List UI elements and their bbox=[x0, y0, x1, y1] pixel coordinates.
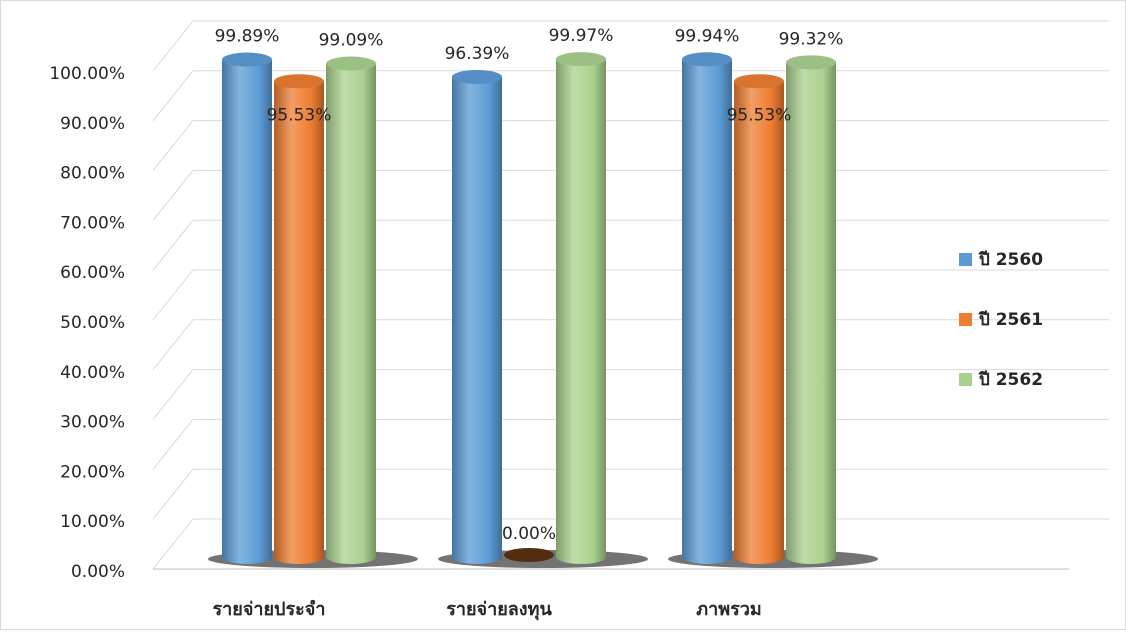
gridline-diagonal bbox=[152, 219, 194, 271]
bar-top-1-1 bbox=[222, 52, 272, 67]
bar-top-2-3 bbox=[734, 74, 784, 89]
legend-swatch bbox=[959, 373, 972, 386]
gridline-diagonal bbox=[152, 419, 194, 470]
gridline-diagonal bbox=[152, 518, 194, 570]
legend-label: ปี 2562 bbox=[978, 369, 1043, 390]
data-label: 95.53% bbox=[727, 105, 792, 125]
bars-layer bbox=[208, 52, 878, 568]
bar-2-2 bbox=[504, 548, 554, 562]
bar-1-1 bbox=[222, 59, 272, 565]
bar-top-2-1 bbox=[274, 74, 324, 89]
gridline-diagonal bbox=[152, 70, 194, 122]
y-tick-label: 100.00% bbox=[49, 64, 125, 84]
bar-2-3 bbox=[734, 81, 784, 565]
y-tick-label: 50.00% bbox=[60, 313, 125, 333]
data-label: 96.39% bbox=[445, 44, 510, 64]
labels-layer: 0.00% 10.00% 20.00% 30.00% 40.00% 50.00% 60.00… bbox=[49, 26, 843, 621]
bar-top-1-2 bbox=[452, 69, 502, 84]
bar-1-3 bbox=[682, 59, 732, 565]
data-label: 99.89% bbox=[215, 27, 280, 47]
bar-3-1 bbox=[326, 63, 376, 564]
y-tick-label: 40.00% bbox=[60, 363, 125, 383]
x-tick-label: ภาพรวม bbox=[696, 599, 761, 620]
legend-label: ปี 2560 bbox=[978, 249, 1043, 270]
legend-label: ปี 2561 bbox=[978, 309, 1043, 330]
gridline-diagonal bbox=[152, 468, 194, 520]
data-label: 0.00% bbox=[502, 524, 556, 544]
data-label: 99.32% bbox=[779, 29, 844, 49]
x-tick-label: รายจ่ายประจำ bbox=[213, 599, 326, 620]
data-label: 99.94% bbox=[675, 26, 740, 46]
bar-1-2 bbox=[452, 76, 502, 565]
bar-3-3 bbox=[786, 62, 836, 564]
y-tick-label: 80.00% bbox=[60, 164, 125, 184]
bar-top-3-1 bbox=[326, 56, 376, 71]
gridline-diagonal bbox=[152, 20, 194, 72]
y-tick-label: 10.00% bbox=[60, 512, 125, 532]
gridline-diagonal bbox=[152, 269, 194, 321]
data-label: 99.97% bbox=[549, 26, 614, 46]
data-label: 95.53% bbox=[267, 105, 332, 125]
y-tick-label: 20.00% bbox=[60, 462, 125, 482]
gridline-diagonal bbox=[152, 319, 194, 371]
y-tick-label: 30.00% bbox=[60, 413, 125, 433]
gridline-diagonal bbox=[152, 369, 194, 420]
gridline-diagonal bbox=[152, 120, 194, 171]
legend: ปี 2560 ปี 2561 ปี 2562 bbox=[959, 249, 1043, 390]
y-tick-label: 60.00% bbox=[60, 263, 125, 283]
gridline-diagonal bbox=[152, 170, 194, 221]
data-label: 99.09% bbox=[319, 31, 384, 51]
bar-3-2 bbox=[556, 59, 606, 564]
bar-top-3-3 bbox=[786, 55, 836, 70]
bar-top-1-3 bbox=[682, 52, 732, 67]
legend-swatch bbox=[959, 253, 972, 266]
y-tick-label: 0.00% bbox=[71, 562, 125, 582]
bar-2-1 bbox=[274, 81, 324, 565]
x-tick-label: รายจ่ายลงทุน bbox=[446, 599, 552, 621]
bar-top-3-2 bbox=[556, 52, 606, 67]
legend-swatch bbox=[959, 313, 972, 326]
y-tick-label: 70.00% bbox=[60, 213, 125, 233]
y-tick-label: 90.00% bbox=[60, 114, 125, 134]
